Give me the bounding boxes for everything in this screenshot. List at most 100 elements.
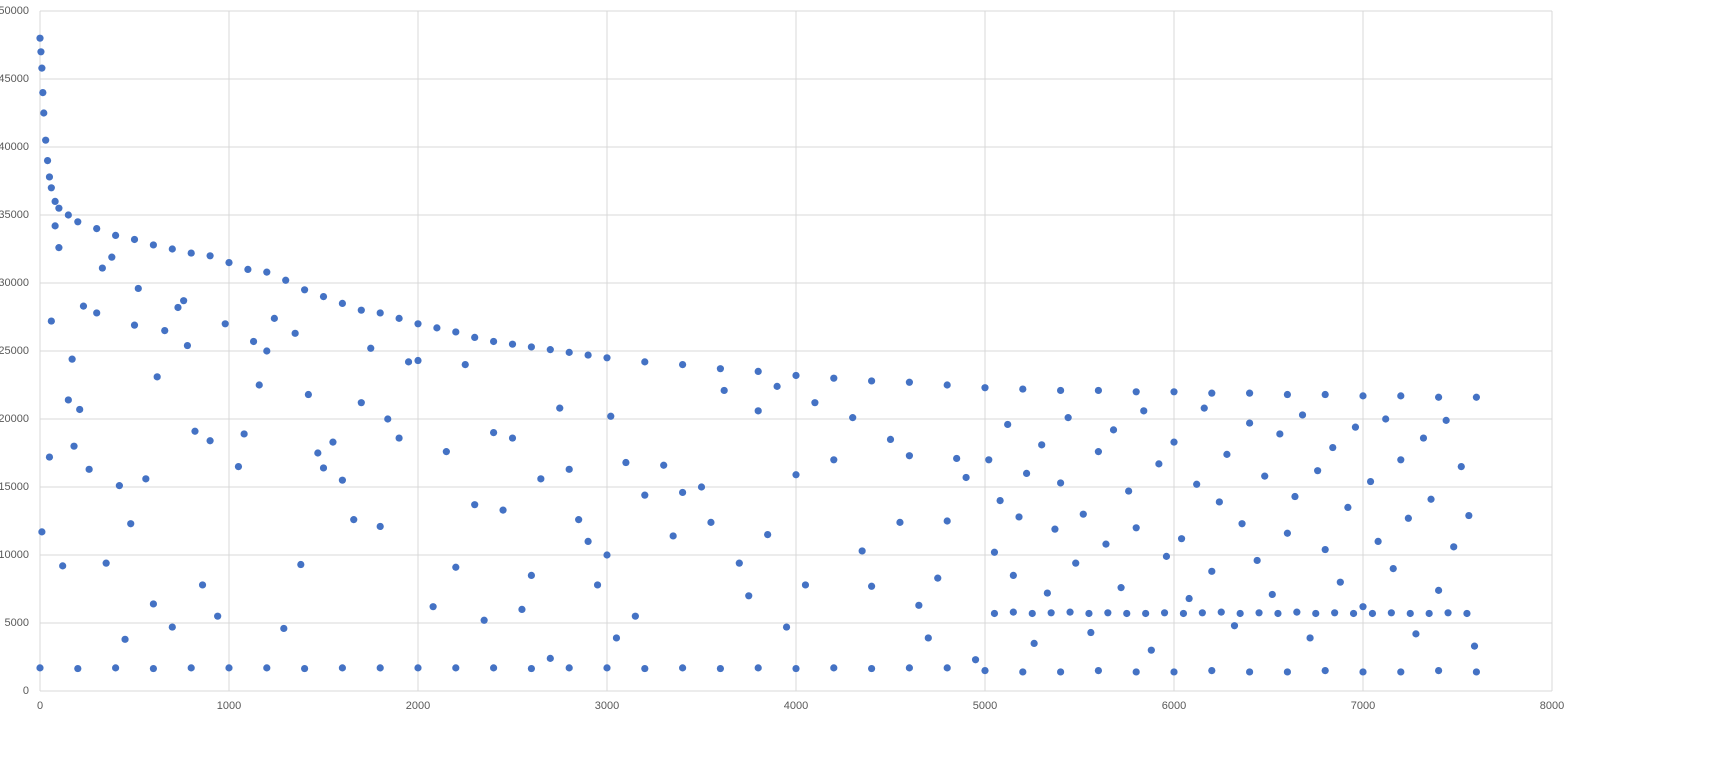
point [527,343,536,351]
point [1450,543,1458,551]
point [745,592,753,600]
point [905,664,914,672]
point [565,348,573,356]
point [1406,609,1414,618]
point [1051,525,1059,533]
point [149,600,157,608]
point [452,328,460,336]
point [1094,386,1102,395]
point [622,458,630,467]
point [971,656,980,664]
point [1155,460,1163,468]
point [1463,609,1471,618]
point [1274,609,1282,618]
point [1215,498,1223,506]
point [641,358,649,366]
point [376,309,384,317]
point [990,548,999,556]
point [471,333,479,341]
x-tick-label: 2000 [406,700,430,712]
point [134,284,142,293]
point [471,501,479,509]
point [1427,495,1435,503]
point [537,475,545,483]
point [40,109,48,117]
point [1030,639,1038,648]
point [98,264,106,272]
point [36,664,44,672]
point [546,346,554,354]
point [1472,668,1480,676]
point [74,664,82,673]
x-tick-label: 8000 [1540,700,1564,712]
point [575,516,583,524]
point [1329,443,1337,452]
point [1298,411,1307,419]
point [1038,441,1046,449]
point [1094,667,1102,675]
point [1321,545,1329,554]
point [79,302,88,310]
point [1293,608,1301,616]
point [641,491,649,499]
point [1208,389,1216,397]
point [338,664,346,672]
point [773,382,781,390]
point [149,241,157,249]
point [1397,668,1405,676]
point [764,531,772,539]
point [225,259,233,267]
y-tick-label: 25000 [0,345,29,357]
point [1217,608,1225,616]
point [1261,472,1269,480]
point [112,231,120,239]
point [868,377,876,385]
point [1132,668,1140,676]
point [1019,668,1027,676]
point [801,581,810,589]
point [905,378,914,386]
point [42,136,50,144]
point [660,461,668,469]
point [603,664,611,672]
point [1208,567,1216,575]
point [754,664,762,672]
point [414,320,422,328]
point [350,516,358,524]
point [1404,514,1412,522]
point [1470,642,1479,650]
point [221,320,229,328]
point [1419,434,1428,442]
point [1344,503,1352,511]
point [868,582,876,590]
point [1094,448,1102,456]
point [338,476,346,484]
point [102,559,110,567]
point [1022,469,1031,477]
point [329,438,337,446]
point [996,497,1004,505]
point [990,609,999,618]
point [64,396,72,404]
point [206,437,214,445]
point [1276,430,1284,438]
point [452,664,460,672]
point [68,355,76,363]
point [1208,667,1216,675]
point [38,528,46,536]
point [263,347,271,355]
point [38,64,46,72]
point [70,442,78,450]
point [108,253,116,261]
point [886,435,895,443]
point [282,276,290,284]
y-tick-label: 35000 [0,209,29,221]
point [1314,467,1322,475]
point [1397,392,1405,400]
point [1132,388,1140,396]
point [376,522,384,531]
point [74,218,82,226]
point [934,574,942,582]
point [716,664,725,673]
